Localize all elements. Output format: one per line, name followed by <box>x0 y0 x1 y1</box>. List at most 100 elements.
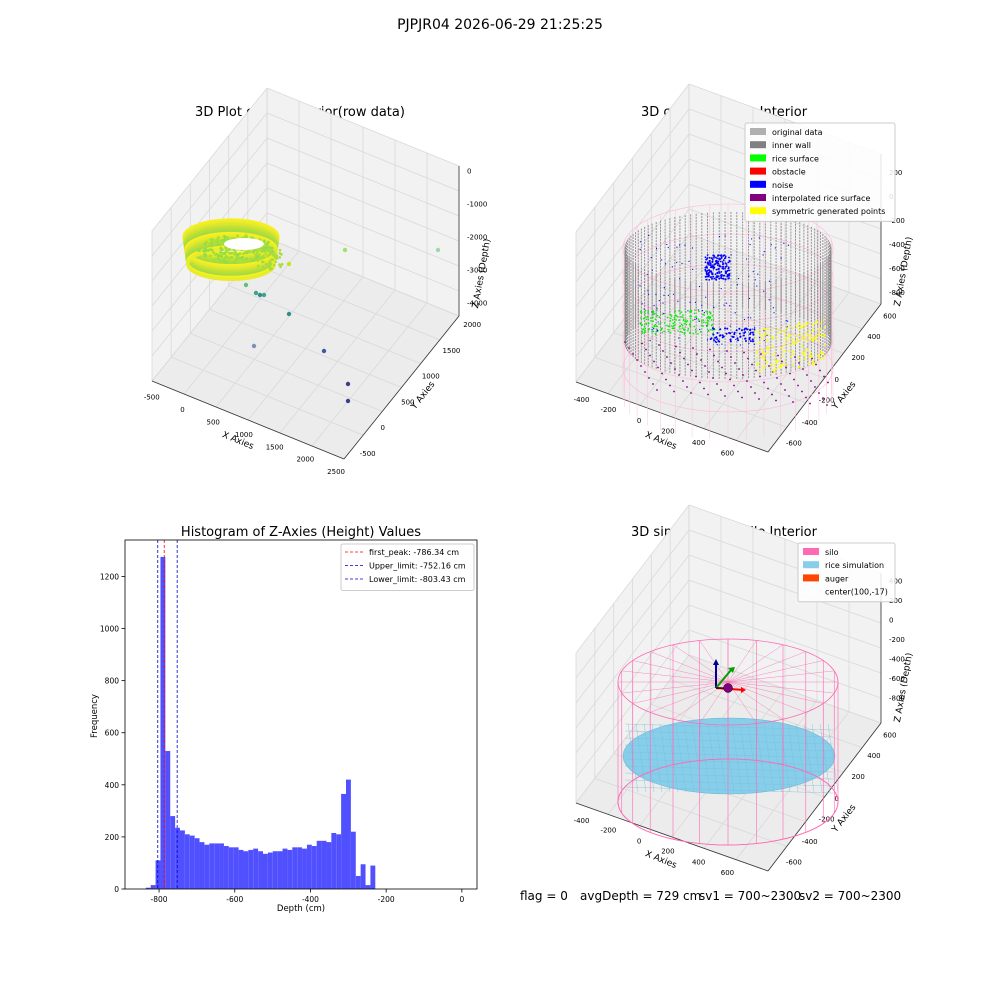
symmetric-point <box>780 347 782 349</box>
interpolated-point <box>657 366 659 369</box>
symmetric-point <box>804 350 807 353</box>
noise-point <box>745 258 748 260</box>
raw-point <box>257 292 263 298</box>
rice-mesh-line <box>763 723 775 793</box>
rice-surface-point <box>644 309 647 312</box>
y-tick-label: 200 <box>105 833 120 842</box>
symmetric-point <box>771 345 773 347</box>
noise-point <box>721 254 723 256</box>
symmetric-point <box>822 358 825 360</box>
symmetric-point <box>816 321 819 324</box>
symmetric-point <box>758 341 761 344</box>
noise-point <box>752 271 754 273</box>
y-axis-label: Y Axies <box>409 380 438 413</box>
noise-point <box>667 294 669 296</box>
legend-swatch <box>750 207 766 215</box>
interpolated-point <box>734 362 736 364</box>
silo-wire-spoke <box>727 681 784 720</box>
interior-point <box>255 248 259 251</box>
rice-mesh-line <box>723 723 735 793</box>
noise-point <box>704 261 707 264</box>
interior-point <box>262 249 266 253</box>
interior-point <box>217 236 220 239</box>
noise-point <box>716 276 719 279</box>
rice-surface-point <box>667 328 669 331</box>
noise-point <box>639 249 641 251</box>
panel4-legend <box>797 542 896 603</box>
noise-point <box>661 259 663 261</box>
noise-point <box>746 328 749 331</box>
rice-surface-point <box>644 316 647 318</box>
y-tick-label: 0 <box>380 424 384 432</box>
rice-mesh-line <box>691 723 703 793</box>
symmetric-point <box>784 341 787 344</box>
rice-surface-point <box>685 323 688 326</box>
symmetric-point <box>810 337 812 340</box>
x-tick-label: 400 <box>692 859 705 867</box>
noise-point <box>650 256 652 259</box>
noise-point <box>721 261 724 263</box>
histogram-bar <box>209 843 215 889</box>
interior-point <box>234 250 237 254</box>
symmetric-point <box>818 333 821 336</box>
x-tick-label: -200 <box>600 406 616 414</box>
rice-surface-point <box>648 328 651 330</box>
symmetric-point <box>760 356 763 359</box>
rice-surface-point <box>668 325 671 327</box>
x-tick-label: -200 <box>378 895 395 904</box>
symmetric-point <box>785 337 788 340</box>
noise-point <box>768 299 770 301</box>
histogram-bar <box>219 843 224 889</box>
histogram-bar <box>175 827 180 889</box>
symmetric-point <box>811 340 814 342</box>
interpolated-point <box>758 398 760 400</box>
rice-surface-point <box>663 330 665 333</box>
noise-point <box>717 340 720 343</box>
interpolated-point <box>665 378 667 381</box>
x-tick-label: 200 <box>661 848 674 856</box>
x-tick-label: 400 <box>692 439 705 447</box>
interpolated-point <box>726 350 728 352</box>
histogram-bar <box>204 844 210 889</box>
noise-point <box>704 266 707 269</box>
interpolated-point <box>797 384 799 387</box>
symmetric-point <box>805 324 808 326</box>
interpolated-point <box>827 381 829 384</box>
interpolated-point <box>653 360 655 363</box>
noise-point <box>712 275 715 278</box>
symmetric-point <box>797 334 800 337</box>
rice-surface-point <box>681 331 683 334</box>
z-tick-label: 400 <box>889 578 902 586</box>
interior-point <box>225 249 228 253</box>
noise-point <box>715 336 718 339</box>
noise-point <box>708 256 711 259</box>
histogram-bar <box>326 842 332 889</box>
noise-point <box>748 342 750 344</box>
interior-point <box>211 258 215 262</box>
rice-mesh-line <box>624 730 834 738</box>
noise-point <box>720 270 723 273</box>
interpolated-point <box>641 342 643 345</box>
rice-surface-point <box>641 330 644 332</box>
symmetric-point <box>819 357 822 360</box>
noise-point <box>672 293 675 295</box>
interior-point <box>197 249 200 253</box>
drip-point <box>267 253 270 257</box>
noise-point <box>696 317 698 319</box>
interior-point <box>271 250 274 254</box>
interpolated-point <box>708 371 710 373</box>
interpolated-point <box>810 380 812 382</box>
interior-point <box>257 252 261 256</box>
rice-surface-point <box>686 320 689 322</box>
symmetric-point <box>797 356 800 359</box>
interpolated-point <box>640 365 642 367</box>
noise-point <box>715 279 718 281</box>
symmetric-point <box>791 350 794 353</box>
interpolated-point <box>780 383 782 385</box>
drip-point <box>278 256 282 259</box>
symmetric-point <box>783 359 786 362</box>
rice-surface-point <box>678 326 681 328</box>
noise-point <box>663 294 665 296</box>
rice-surface-point <box>709 328 711 331</box>
noise-point <box>716 338 719 341</box>
